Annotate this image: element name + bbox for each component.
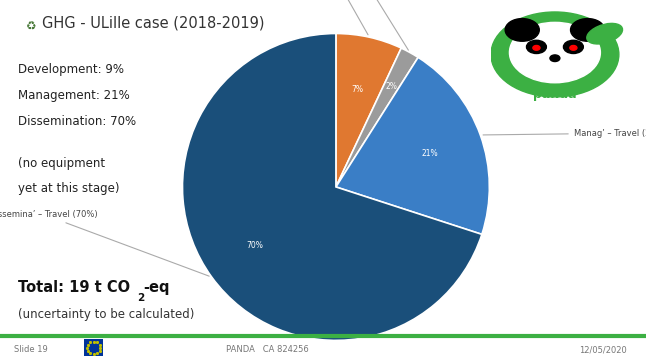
Circle shape	[526, 40, 547, 53]
Text: 2%: 2%	[386, 82, 397, 91]
Text: Total: 19 t CO: Total: 19 t CO	[18, 280, 130, 295]
Text: PANDA   CA 824256: PANDA CA 824256	[226, 345, 309, 354]
Circle shape	[491, 12, 619, 97]
Text: Manag’ – Travel (21%): Manag’ – Travel (21%)	[483, 129, 646, 138]
Text: 70%: 70%	[247, 241, 264, 250]
Wedge shape	[336, 57, 490, 234]
Text: yet at this stage): yet at this stage)	[18, 182, 120, 195]
Circle shape	[505, 19, 539, 41]
Text: Dvp’ – Functioning (7%): Dvp’ – Functioning (7%)	[278, 0, 379, 35]
Circle shape	[533, 45, 540, 50]
Text: Management: 21%: Management: 21%	[18, 89, 130, 102]
Text: 12/05/2020: 12/05/2020	[579, 345, 627, 354]
Text: -eq: -eq	[143, 280, 170, 295]
Text: 2: 2	[138, 293, 145, 303]
Text: panda: panda	[533, 87, 577, 101]
Text: 7%: 7%	[351, 85, 364, 94]
Wedge shape	[336, 33, 401, 187]
Text: Development: 9%: Development: 9%	[18, 62, 124, 76]
Text: (no equipment: (no equipment	[18, 157, 105, 170]
Text: Dvp’ – Travel (2%): Dvp’ – Travel (2%)	[328, 0, 408, 50]
Text: (uncertainty to be calculated): (uncertainty to be calculated)	[18, 307, 194, 321]
Text: Slide 19: Slide 19	[14, 345, 48, 354]
Wedge shape	[182, 33, 482, 340]
Text: 21%: 21%	[421, 149, 438, 158]
Circle shape	[510, 23, 600, 83]
Text: Dissemination: 70%: Dissemination: 70%	[18, 115, 136, 128]
Circle shape	[563, 40, 583, 53]
Text: GHG - ULille case (2018-2019): GHG - ULille case (2018-2019)	[42, 15, 264, 30]
Text: Dissemina’ – Travel (70%): Dissemina’ – Travel (70%)	[0, 210, 209, 276]
Text: ♻: ♻	[25, 20, 35, 33]
Wedge shape	[336, 48, 418, 187]
Ellipse shape	[587, 23, 623, 44]
Circle shape	[570, 45, 577, 50]
Circle shape	[550, 55, 560, 61]
Circle shape	[570, 19, 605, 41]
